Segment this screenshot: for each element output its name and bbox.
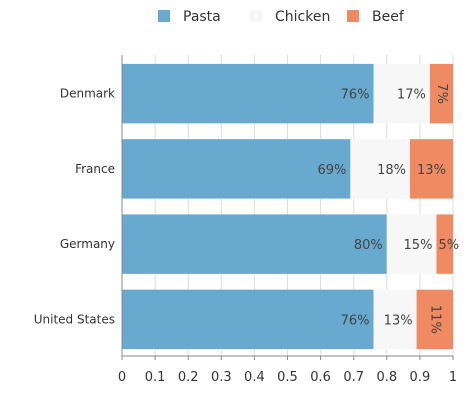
x-tick-label: 0.4 [244,370,265,385]
data-label-beef: 11% [427,305,442,334]
data-label-pasta: 76% [341,313,370,328]
bar-chicken [350,139,410,199]
data-label-beef: 13% [417,163,446,178]
bar-pasta [122,289,374,350]
legend-label-pasta: Pasta [183,9,221,25]
labels: 0 0.1 0.2 0.3 0.4 0.5 0.6 0.7 0.8 0.9 1 Denmark 76% 1… [34,83,459,385]
x-tick-label: 0.5 [277,370,298,385]
category-label: France [75,162,115,176]
bar-beef [409,139,453,199]
x-tick-label: 0.3 [211,370,232,385]
bar-chicken [373,289,417,350]
category-label: Germany [60,237,115,251]
legend: Pasta Chicken Beef [158,9,405,25]
bar-pasta [122,63,374,124]
bar-beef [436,214,453,274]
legend-swatch-pasta [158,10,170,22]
x-tick-label: 0.8 [376,370,397,385]
data-label-pasta: 80% [354,238,383,253]
data-label-chicken: 13% [384,313,413,328]
bar-pasta [122,214,387,274]
axes [121,55,454,360]
x-tick-label: 0 [118,370,126,385]
data-label-chicken: 17% [397,88,426,103]
bar-pasta [122,139,351,199]
x-tick-label: 0.1 [145,370,166,385]
x-tick-label: 0.7 [343,370,364,385]
legend-swatch-beef [347,10,359,22]
x-tick-label: 0.9 [410,370,431,385]
bar-beef [429,63,453,124]
data-label-beef: 7% [434,83,449,104]
data-label-beef: 5% [438,238,459,253]
data-label-pasta: 76% [341,88,370,103]
bars [122,63,453,350]
legend-label-chicken: Chicken [275,9,330,25]
legend-label-beef: Beef [372,9,405,25]
legend-swatch-chicken [250,10,262,22]
bar-chicken [373,63,430,124]
data-label-chicken: 15% [404,238,433,253]
x-tick-label: 0.2 [178,370,199,385]
category-label: Denmark [60,87,115,101]
x-tick-label: 1 [449,370,457,385]
bar-beef [416,289,453,350]
category-label: United States [34,312,115,326]
data-label-chicken: 18% [377,163,406,178]
bar-chicken [386,214,437,274]
data-label-pasta: 69% [317,163,346,178]
x-tick-label: 0.6 [310,370,331,385]
